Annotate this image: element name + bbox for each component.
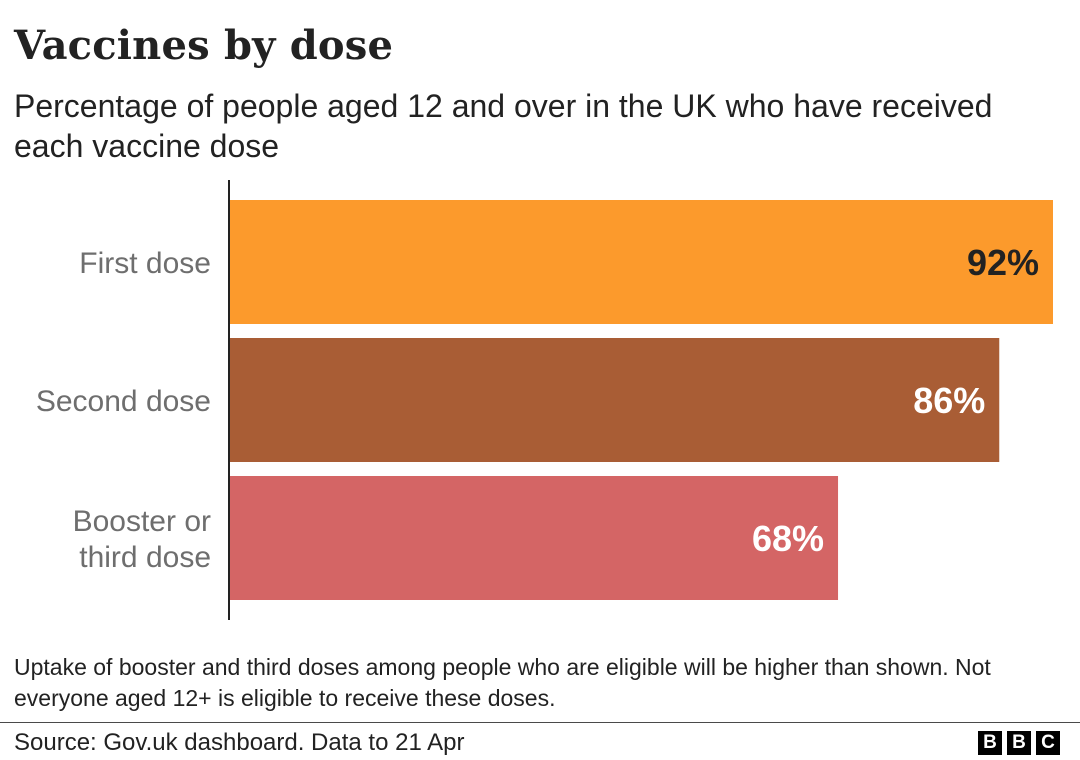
category-label: third dose bbox=[79, 541, 211, 574]
category-label: Second dose bbox=[36, 385, 211, 418]
bar bbox=[229, 200, 1053, 324]
bbc-logo-block: B bbox=[978, 731, 1002, 755]
category-label: First dose bbox=[79, 247, 211, 280]
chart-subtitle: Percentage of people aged 12 and over in… bbox=[14, 88, 993, 164]
bbc-logo-block: B bbox=[1007, 731, 1031, 755]
bar bbox=[229, 476, 839, 600]
bbc-logo-block: C bbox=[1036, 731, 1060, 755]
chart-footnote: Uptake of booster and third doses among … bbox=[14, 654, 991, 711]
bar-value-label: 86% bbox=[913, 380, 985, 421]
bar-value-label: 68% bbox=[752, 518, 824, 559]
bbc-logo: B B C bbox=[978, 731, 1060, 755]
chart-title: Vaccines by dose bbox=[14, 22, 394, 69]
source-text: Source: Gov.uk dashboard. Data to 21 Apr bbox=[14, 729, 465, 756]
category-label: Booster or bbox=[73, 505, 211, 538]
footer-divider bbox=[0, 722, 1080, 723]
bar bbox=[229, 338, 1000, 462]
bar-chart: 92% First dose 86% Second dose 68% Booster or… bbox=[36, 180, 1053, 620]
bar-value-label: 92% bbox=[967, 242, 1039, 283]
